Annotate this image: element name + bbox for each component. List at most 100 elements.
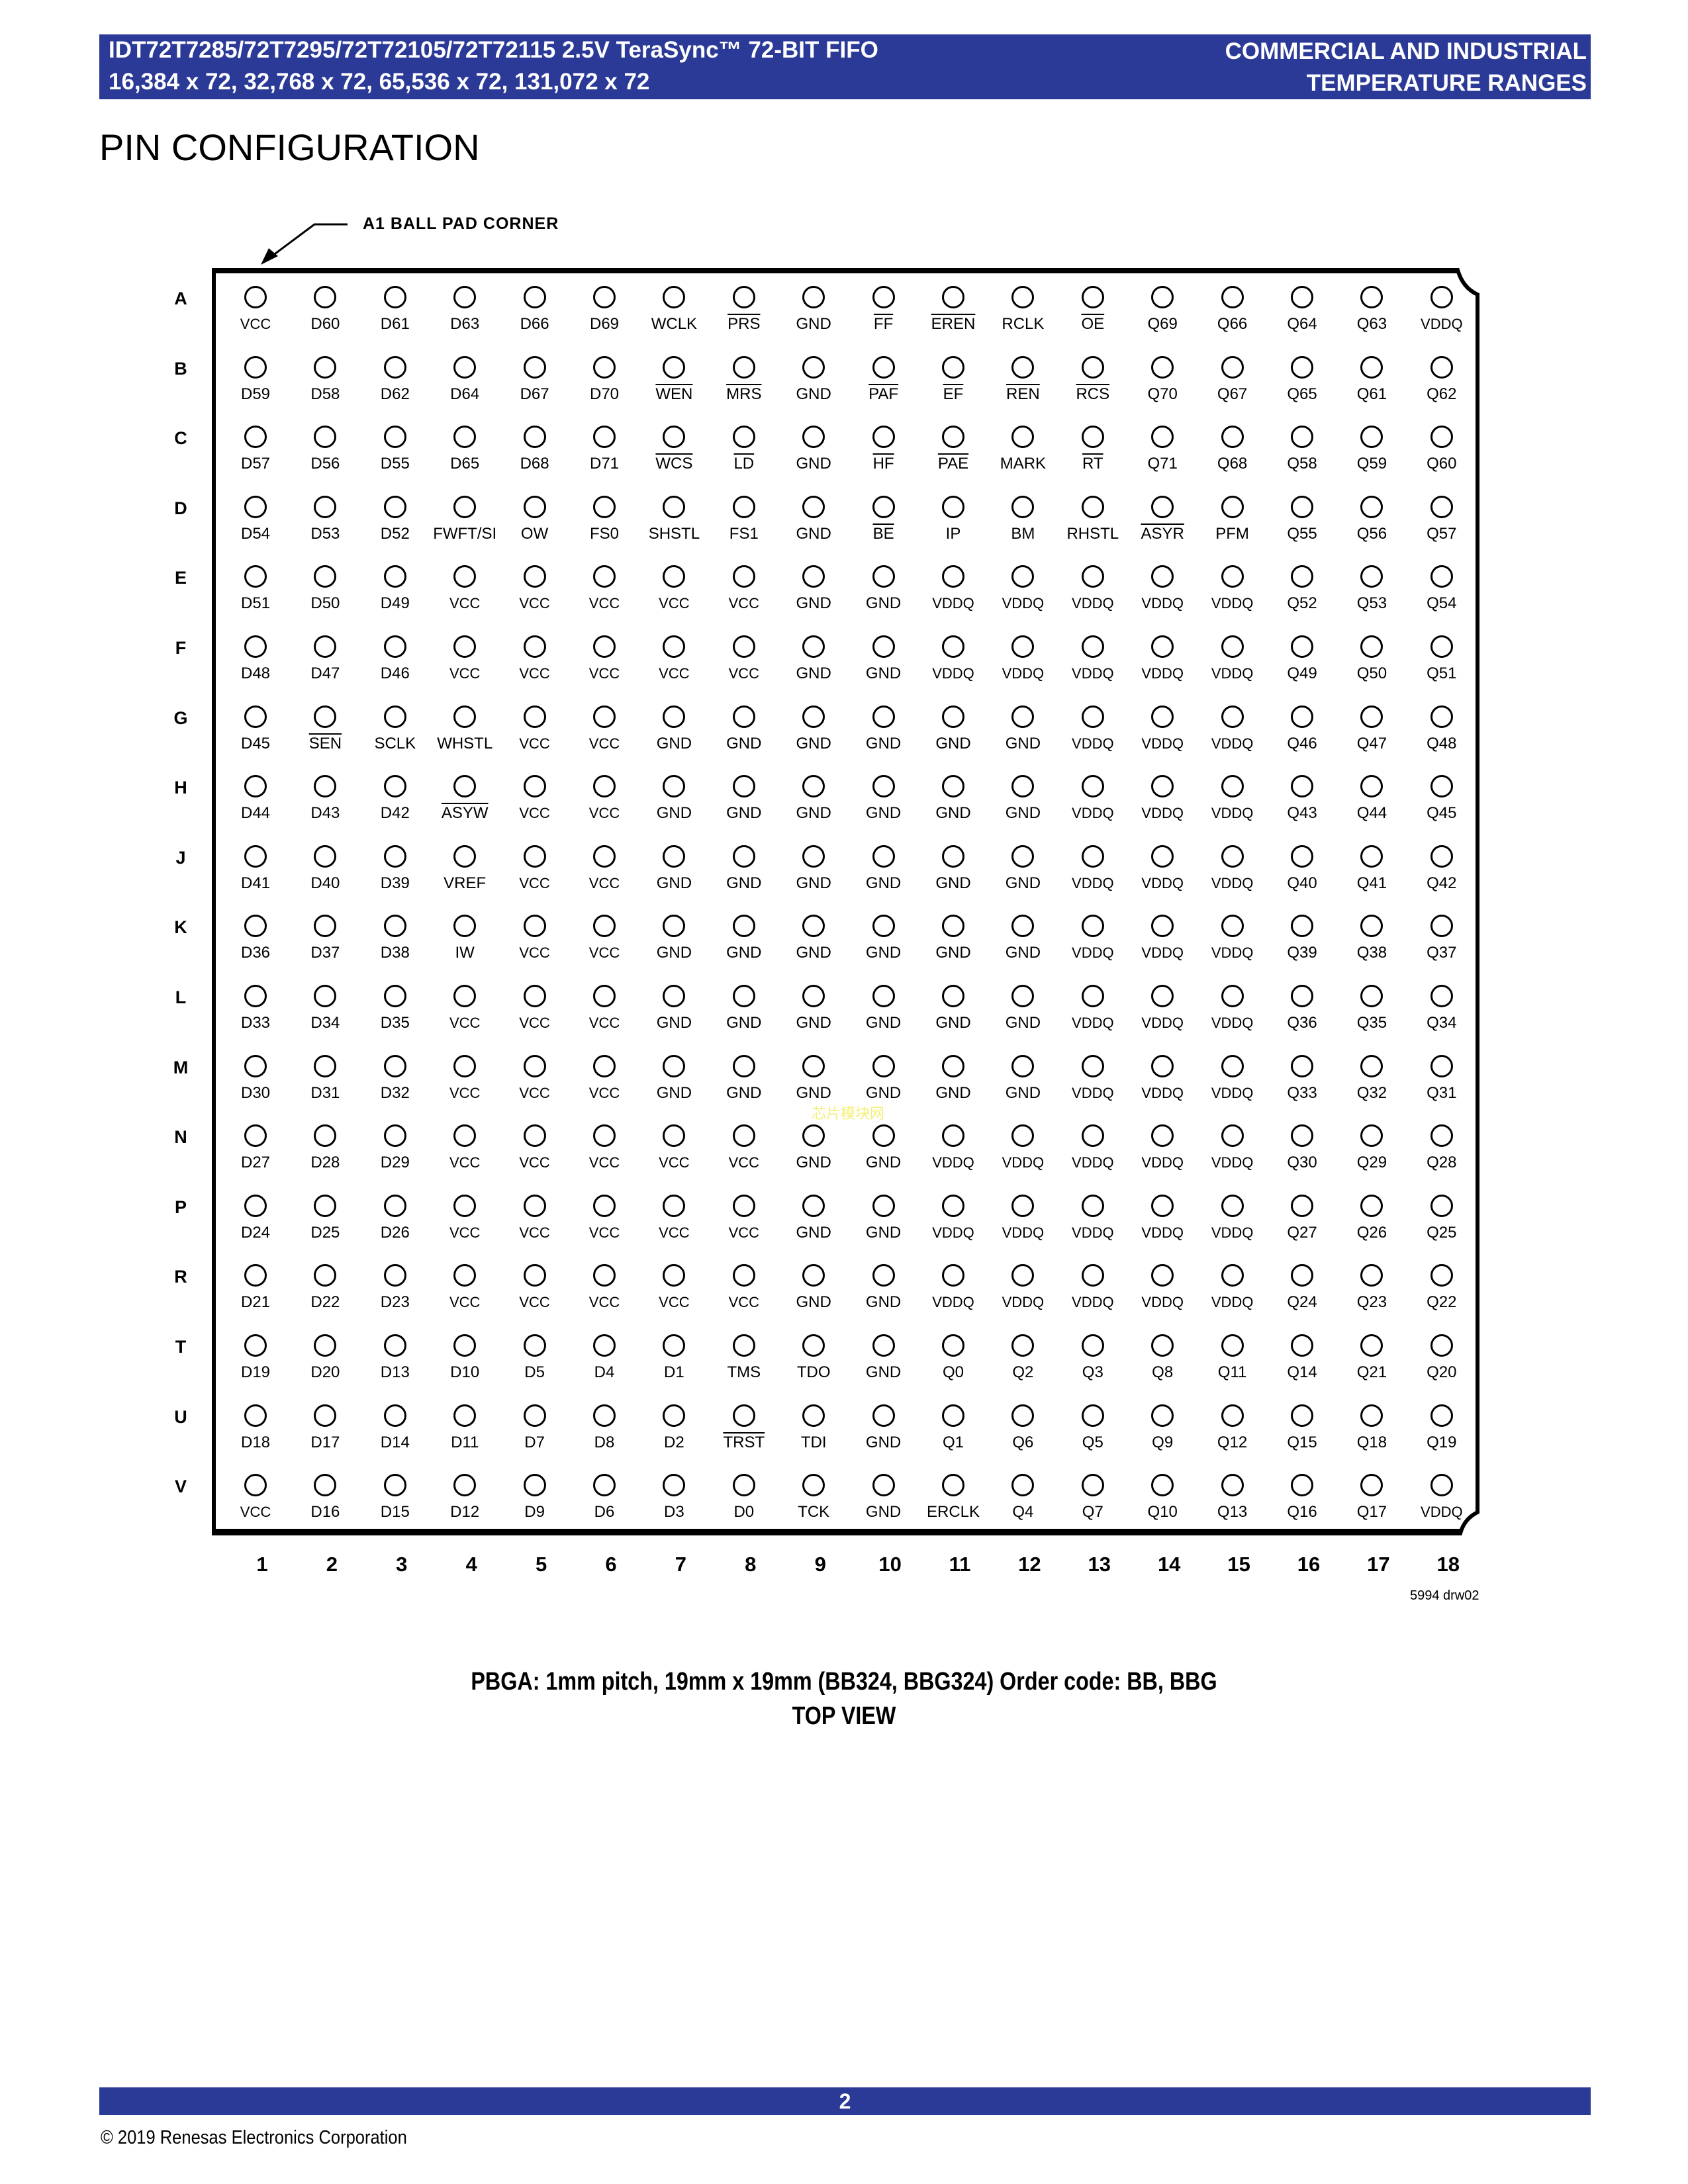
column-label: 13 — [1088, 1553, 1111, 1576]
pin-name: Q25 — [1427, 1223, 1457, 1242]
ball-pad-icon — [1360, 1474, 1383, 1497]
pin-P9: GND — [779, 1194, 848, 1242]
ball-pad-icon — [1081, 565, 1104, 588]
pin-name: D34 — [310, 1014, 340, 1032]
pin-C14: Q71 — [1128, 426, 1197, 473]
ball-pad-icon — [663, 1334, 686, 1357]
pin-name: GND — [1005, 944, 1041, 962]
pin-P18: Q25 — [1407, 1194, 1476, 1242]
pin-name: PFM — [1215, 524, 1249, 543]
pin-M18: Q31 — [1407, 1054, 1476, 1103]
pin-C17: Q59 — [1337, 426, 1406, 473]
pin-name: VDDQ — [1141, 735, 1184, 752]
ball-pad-icon — [1430, 286, 1453, 308]
pin-K5: VCC — [500, 915, 569, 962]
pin-P1: D24 — [221, 1194, 290, 1242]
pin-T15: Q11 — [1198, 1334, 1267, 1382]
pin-name: VDDQ — [1211, 665, 1254, 682]
pin-U8: TRST — [710, 1404, 778, 1452]
ball-pad-icon — [1151, 1124, 1174, 1148]
pin-V2: D16 — [291, 1474, 359, 1522]
pin-name: WCLK — [651, 315, 698, 333]
pin-name: VDDQ — [1002, 1224, 1045, 1241]
pin-A14: Q69 — [1128, 286, 1197, 334]
ball-pad-icon — [1081, 1194, 1104, 1217]
pin-name: GND — [865, 804, 902, 823]
ball-pad-icon — [244, 844, 267, 868]
pin-H10: GND — [849, 775, 918, 823]
pin-name: Q53 — [1356, 594, 1387, 613]
column-label: 8 — [745, 1553, 757, 1576]
pin-name: VDDQ — [932, 595, 974, 612]
ball-pad-icon — [732, 355, 755, 379]
ball-pad-icon — [1360, 635, 1383, 658]
ball-pad-icon — [244, 495, 267, 518]
ball-pad-icon — [244, 1054, 267, 1077]
header-range-line2: TEMPERATURE RANGES — [1306, 70, 1587, 96]
pin-B14: Q70 — [1128, 355, 1197, 404]
pin-name: D5 — [524, 1363, 545, 1381]
pin-name: VCC — [449, 595, 481, 612]
ball-pad-icon — [1081, 844, 1104, 868]
ball-pad-icon — [663, 1124, 686, 1148]
pin-name: VCC — [588, 595, 620, 612]
pin-name: Q7 — [1082, 1503, 1103, 1522]
header-subtitle: 16,384 x 72, 32,768 x 72, 65,536 x 72, 1… — [109, 69, 650, 95]
pin-D11: IP — [919, 495, 988, 543]
pin-U13: Q5 — [1058, 1404, 1127, 1452]
pin-M7: GND — [639, 1054, 708, 1103]
ball-pad-icon — [1011, 915, 1035, 938]
pin-B13: RCS — [1058, 355, 1127, 404]
ball-pad-icon — [593, 1474, 616, 1497]
pin-name: Q26 — [1356, 1223, 1387, 1242]
pin-U16: Q15 — [1268, 1404, 1336, 1452]
pin-name: Q24 — [1287, 1293, 1317, 1312]
pin-name: GND — [1005, 804, 1041, 823]
ball-pad-icon — [314, 565, 337, 588]
column-label: 3 — [396, 1553, 408, 1576]
ball-pad-icon — [453, 1124, 477, 1148]
ball-pad-icon — [942, 426, 964, 449]
pin-C5: D68 — [500, 426, 569, 473]
ball-pad-icon — [1221, 775, 1244, 798]
pin-A10: FF — [849, 286, 918, 334]
pin-E18: Q54 — [1407, 565, 1476, 613]
pin-V3: D15 — [361, 1474, 430, 1522]
pin-F16: Q49 — [1268, 635, 1336, 683]
pin-J2: D40 — [291, 844, 359, 893]
pin-name: Q4 — [1012, 1503, 1034, 1522]
row-label: L — [175, 987, 187, 1007]
pin-name: D21 — [240, 1293, 271, 1312]
pin-D12: BM — [988, 495, 1057, 543]
pin-K10: GND — [849, 915, 918, 962]
pin-name: VCC — [519, 595, 550, 612]
ball-pad-icon — [942, 1474, 964, 1497]
pin-name: VCC — [449, 665, 481, 682]
ball-pad-icon — [663, 426, 686, 449]
ball-pad-icon — [942, 355, 964, 379]
pin-F8: VCC — [710, 635, 778, 683]
ball-pad-icon — [1151, 915, 1174, 938]
pin-name: GND — [726, 734, 762, 752]
ball-pad-icon — [383, 915, 406, 938]
ball-pad-icon — [244, 1404, 267, 1427]
pin-P7: VCC — [639, 1194, 708, 1242]
pin-H5: VCC — [500, 775, 569, 823]
pin-R14: VDDQ — [1128, 1264, 1197, 1312]
pin-name: D52 — [380, 524, 410, 543]
pin-U10: GND — [849, 1404, 918, 1452]
pin-name: EREN — [931, 315, 976, 333]
ball-pad-icon — [1291, 1334, 1313, 1357]
pin-name: D70 — [589, 385, 620, 403]
pin-A8: PRS — [710, 286, 778, 334]
ball-pad-icon — [872, 775, 895, 798]
ball-pad-icon — [1430, 775, 1453, 798]
pin-name: D59 — [240, 385, 271, 403]
ball-pad-icon — [1430, 495, 1453, 518]
ball-pad-icon — [453, 1404, 477, 1427]
pin-name: VCC — [728, 595, 760, 612]
pin-name: VDDQ — [1141, 874, 1184, 891]
pin-M6: VCC — [570, 1054, 639, 1103]
ball-pad-icon — [244, 355, 267, 379]
pin-name: Q67 — [1217, 385, 1248, 403]
